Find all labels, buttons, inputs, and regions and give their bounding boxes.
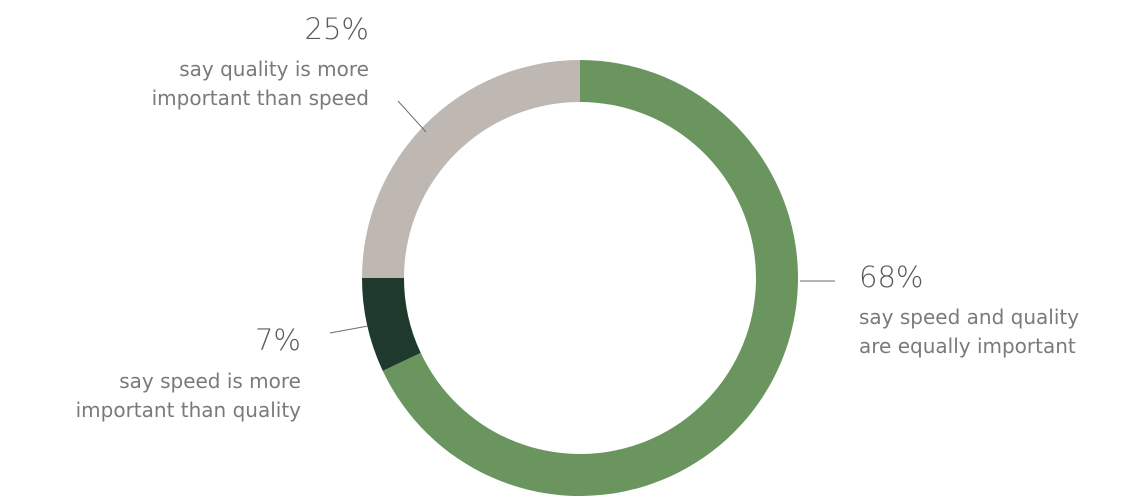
slice-label-desc-68-line2: are equally important xyxy=(859,334,1076,358)
donut-slices xyxy=(362,60,798,496)
slice-label-desc-7-line1: say speed is more xyxy=(119,369,301,393)
slice-label-pct-68: 68% xyxy=(859,260,923,294)
slice-label-pct-25: 25% xyxy=(305,12,369,46)
slice-label-desc-7-line2: important than quality xyxy=(76,398,302,422)
donut-slice-25 xyxy=(362,60,580,278)
slice-label-pct-7: 7% xyxy=(255,323,301,357)
leader-line-25 xyxy=(397,100,427,133)
donut-slice-7 xyxy=(362,278,421,371)
leader-line-7 xyxy=(329,325,369,334)
slice-label-desc-25-line1: say quality is more xyxy=(179,57,369,81)
slice-label-desc-25-line2: important than speed xyxy=(152,86,369,110)
slice-label-desc-68-line1: say speed and quality xyxy=(859,305,1079,329)
